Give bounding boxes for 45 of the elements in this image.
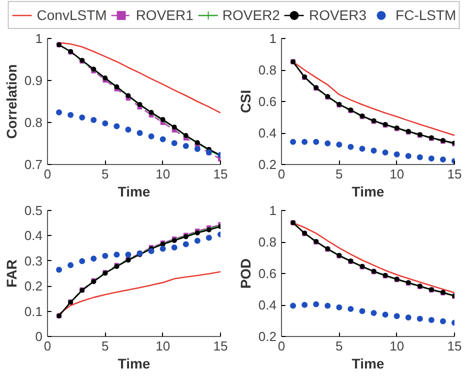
x-tick-label: 10 bbox=[390, 166, 404, 182]
y-tick-label: 0.6 bbox=[258, 266, 277, 281]
x-axis-title: Time bbox=[118, 356, 150, 372]
x-tick-label: 15 bbox=[213, 166, 228, 182]
legend-label: ROVER1 bbox=[136, 7, 194, 23]
x-tick-label: 5 bbox=[102, 166, 109, 182]
y-tick-label: 0.6 bbox=[258, 94, 277, 109]
x-tick-label: 15 bbox=[447, 166, 462, 182]
y-tick-label: 1 bbox=[269, 31, 277, 46]
y-tick-label: 0.9 bbox=[24, 73, 43, 88]
y-tick-label: 1 bbox=[269, 203, 277, 218]
x-tick-label: 10 bbox=[156, 338, 170, 354]
x-tick-label: 10 bbox=[390, 338, 404, 354]
x-axis-title: Time bbox=[118, 184, 150, 200]
y-axis-title: Correlation bbox=[3, 64, 20, 139]
y-tick-label: 0.4 bbox=[258, 126, 277, 140]
x-axis-title: Time bbox=[352, 356, 384, 372]
y-axis-title: FAR bbox=[3, 260, 20, 288]
x-tick-label: 15 bbox=[213, 338, 228, 354]
y-tick-label: 0 bbox=[35, 329, 43, 344]
x-tick-label: 10 bbox=[156, 166, 170, 182]
legend-label: ROVER3 bbox=[308, 7, 367, 23]
y-tick-label: 0.2 bbox=[24, 278, 43, 294]
y-tick-label: 0.5 bbox=[24, 203, 43, 218]
y-tick-label: 0.7 bbox=[24, 157, 43, 172]
x-tick-label: 5 bbox=[336, 166, 343, 182]
y-tick-label: 0.8 bbox=[258, 62, 277, 78]
y-tick-label: 0.2 bbox=[258, 329, 277, 344]
y-tick-label: 1 bbox=[35, 31, 43, 46]
legend-label: ConvLSTM bbox=[36, 7, 107, 23]
y-tick-label: 0.2 bbox=[258, 157, 277, 172]
y-tick-label: 0.3 bbox=[24, 253, 43, 268]
x-axis-title: Time bbox=[352, 184, 384, 200]
legend-label: FC-LSTM bbox=[396, 7, 456, 23]
y-tick-label: 0.1 bbox=[24, 304, 43, 319]
x-tick-label: 5 bbox=[336, 338, 343, 354]
y-axis-title: POD bbox=[237, 258, 254, 289]
y-tick-label: 0.8 bbox=[24, 115, 43, 130]
x-tick-label: 15 bbox=[447, 338, 462, 354]
y-tick-label: 0.8 bbox=[258, 234, 277, 250]
y-tick-label: 0.4 bbox=[24, 228, 43, 244]
x-tick-label: 5 bbox=[102, 338, 109, 354]
y-axis-title: CSI bbox=[237, 90, 254, 114]
y-tick-label: 0.4 bbox=[258, 298, 277, 312]
legend-label: ROVER2 bbox=[222, 7, 280, 23]
